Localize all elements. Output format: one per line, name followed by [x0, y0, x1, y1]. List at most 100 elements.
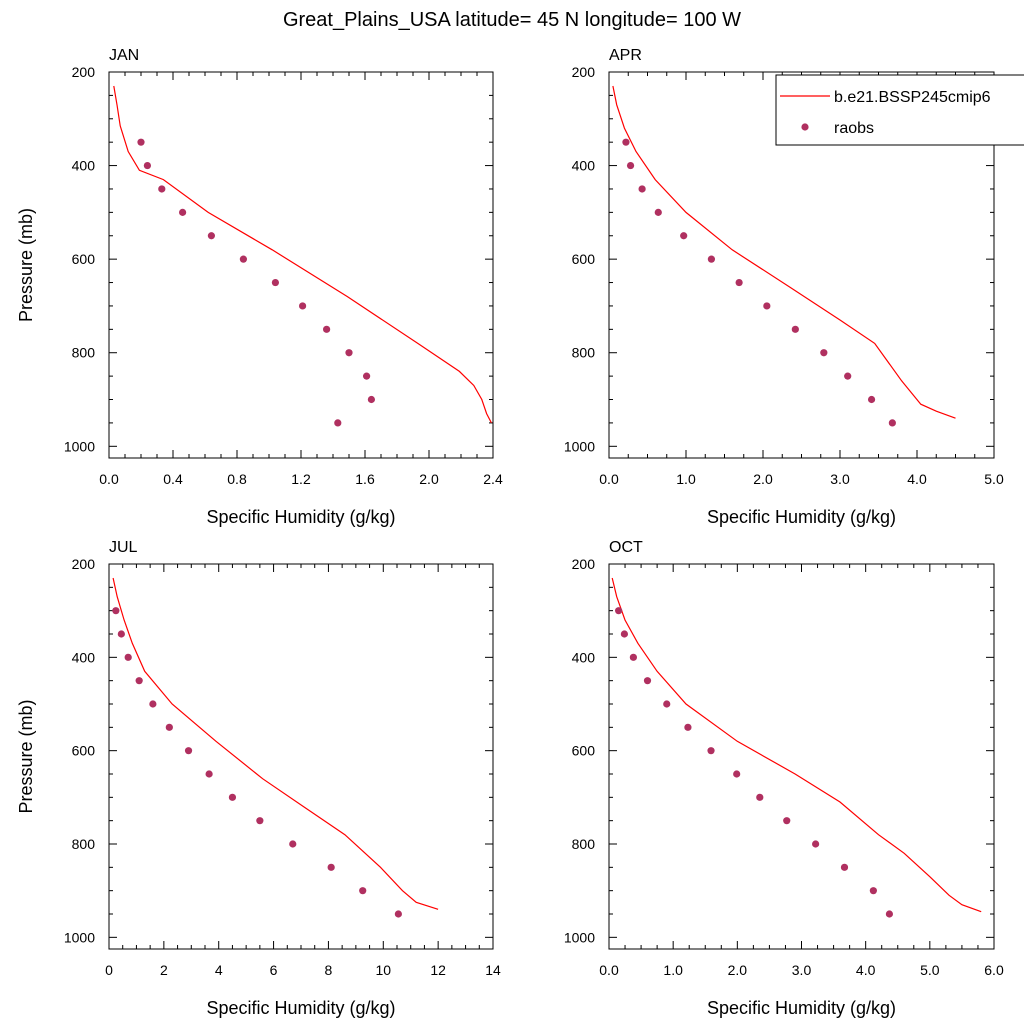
- model-series-line: [612, 85, 956, 419]
- model-series-line: [611, 577, 982, 913]
- raobs-point: [643, 677, 652, 685]
- raobs-point: [733, 770, 741, 778]
- y-tick-label: 1000: [564, 438, 595, 454]
- x-tick-label: 1.0: [663, 962, 683, 978]
- y-tick-label: 400: [572, 649, 596, 665]
- legend-box: [775, 74, 1024, 146]
- raobs-point: [888, 419, 896, 427]
- y-tick-label: 600: [572, 743, 596, 759]
- raobs-point: [117, 630, 125, 638]
- raobs-point: [820, 349, 828, 357]
- panel-label: JUL: [109, 539, 138, 556]
- raobs-point: [165, 723, 173, 731]
- raobs-point: [615, 607, 623, 615]
- panel-apr: APR 0.0 1.0 2.0 3.0 4.0 5.0 200 400 600 800 1000 Spe…: [564, 47, 1004, 527]
- raobs-point: [334, 419, 342, 427]
- raobs-point: [359, 887, 367, 895]
- y-axis-label: Pressure (mb): [16, 699, 36, 813]
- plot-frame: [608, 563, 995, 950]
- y-tick-label: 200: [72, 556, 96, 572]
- raobs-point: [680, 232, 688, 240]
- raobs-point: [763, 302, 771, 310]
- raobs-point: [684, 723, 692, 731]
- x-tick-label: 0.0: [599, 471, 619, 487]
- x-tick-label: 6: [270, 962, 278, 978]
- raobs-point: [228, 793, 237, 801]
- y-axis-label: Pressure (mb): [16, 208, 36, 322]
- model-series-line: [113, 85, 492, 424]
- x-tick-label: 3.0: [830, 471, 850, 487]
- raobs-point: [345, 349, 353, 357]
- raobs-point: [812, 840, 820, 848]
- y-tick-label: 1000: [64, 438, 95, 454]
- raobs-point: [867, 395, 876, 404]
- legend-label-model: b.e21.BSSP245cmip6: [834, 89, 991, 106]
- x-tick-label: 5.0: [920, 962, 940, 978]
- raobs-point: [158, 185, 166, 193]
- raobs-point: [783, 817, 791, 825]
- raobs-point: [844, 372, 852, 380]
- raobs-point: [756, 793, 764, 801]
- legend-marker-swatch: [801, 123, 809, 131]
- y-tick-label: 1000: [564, 929, 595, 945]
- x-tick-label: 0.4: [163, 471, 183, 487]
- raobs-point: [112, 607, 120, 615]
- raobs-point: [638, 185, 646, 193]
- y-tick-label: 800: [72, 836, 96, 852]
- plot-frame: [108, 563, 494, 950]
- y-tick-label: 200: [572, 64, 596, 80]
- x-axis-label: Specific Humidity (g/kg): [707, 507, 896, 527]
- raobs-point: [791, 325, 799, 333]
- y-tick-label: 600: [72, 251, 96, 267]
- y-tick-label: 800: [572, 836, 596, 852]
- raobs-point: [869, 887, 877, 895]
- x-tick-label: 10: [375, 962, 391, 978]
- y-tick-label: 800: [72, 345, 96, 361]
- raobs-point: [363, 372, 371, 380]
- figure-title: Great_Plains_USA latitude= 45 N longitud…: [283, 9, 741, 31]
- model-series-line: [112, 577, 439, 910]
- x-tick-label: 2.0: [753, 471, 773, 487]
- y-tick-label: 200: [72, 64, 96, 80]
- y-tick-label: 400: [72, 649, 96, 665]
- raobs-point: [271, 278, 279, 287]
- x-tick-label: 1.0: [676, 471, 696, 487]
- x-tick-label: 0.8: [227, 471, 247, 487]
- panel-label: OCT: [609, 539, 643, 556]
- raobs-point: [394, 910, 402, 918]
- panel-label: JAN: [109, 47, 139, 64]
- x-tick-label: 6.0: [984, 962, 1004, 978]
- x-tick-label: 2: [160, 962, 168, 978]
- raobs-point: [239, 255, 247, 263]
- raobs-point: [629, 653, 637, 661]
- legend: b.e21.BSSP245cmip6 raobs: [775, 74, 1024, 146]
- raobs-point: [707, 747, 715, 755]
- raobs-point: [124, 653, 132, 661]
- x-tick-label: 3.0: [792, 962, 812, 978]
- raobs-point: [205, 770, 213, 778]
- y-tick-label: 800: [572, 345, 596, 361]
- raobs-point: [256, 817, 264, 825]
- x-axis-label: Specific Humidity (g/kg): [206, 998, 395, 1018]
- raobs-point: [289, 840, 297, 848]
- y-tick-label: 400: [72, 158, 96, 174]
- x-tick-label: 4.0: [907, 471, 927, 487]
- x-tick-label: 5.0: [984, 471, 1004, 487]
- x-tick-label: 1.6: [355, 471, 375, 487]
- x-tick-label: 14: [485, 962, 501, 978]
- legend-label-raobs: raobs: [834, 120, 874, 137]
- raobs-point: [137, 138, 145, 146]
- y-tick-label: 600: [72, 743, 96, 759]
- x-tick-label: 0.0: [599, 962, 619, 978]
- raobs-point: [885, 910, 894, 918]
- raobs-point: [179, 208, 187, 216]
- x-tick-label: 2.0: [728, 962, 748, 978]
- raobs-point: [735, 278, 743, 287]
- x-axis-label: Specific Humidity (g/kg): [707, 998, 896, 1018]
- raobs-point: [620, 630, 629, 638]
- panel-jul: JUL 0 2 4 6 8 10 12 14 200 400 600 800 1000 Specific H…: [16, 539, 501, 1018]
- x-tick-label: 0.0: [99, 471, 119, 487]
- y-tick-label: 1000: [64, 929, 95, 945]
